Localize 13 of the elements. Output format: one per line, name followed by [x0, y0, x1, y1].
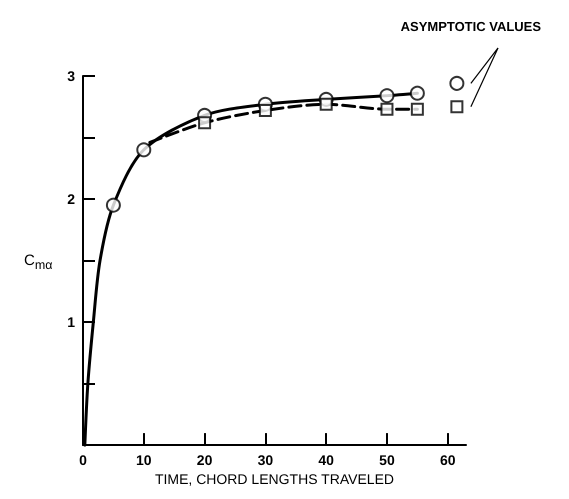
- y-tick-label: 3: [67, 68, 76, 84]
- x-tick-label: 0: [79, 452, 88, 468]
- x-tick-label: 60: [440, 452, 456, 468]
- x-tick-label: 10: [136, 452, 152, 468]
- x-tick-label: 30: [258, 452, 274, 468]
- x-axis-title: TIME, CHORD LENGTHS TRAVELED: [154, 471, 394, 487]
- y-tick-label: 2: [67, 191, 76, 208]
- x-tick-label: 50: [379, 452, 395, 468]
- x-tick-label: 20: [196, 452, 213, 468]
- x-tick-label: 40: [318, 452, 334, 468]
- y-tick-label: 1: [67, 314, 76, 330]
- y-axis-title: C$_{mα}$: [24, 252, 52, 274]
- text: ASYMPTOTIC VALUES: [400, 19, 542, 34]
